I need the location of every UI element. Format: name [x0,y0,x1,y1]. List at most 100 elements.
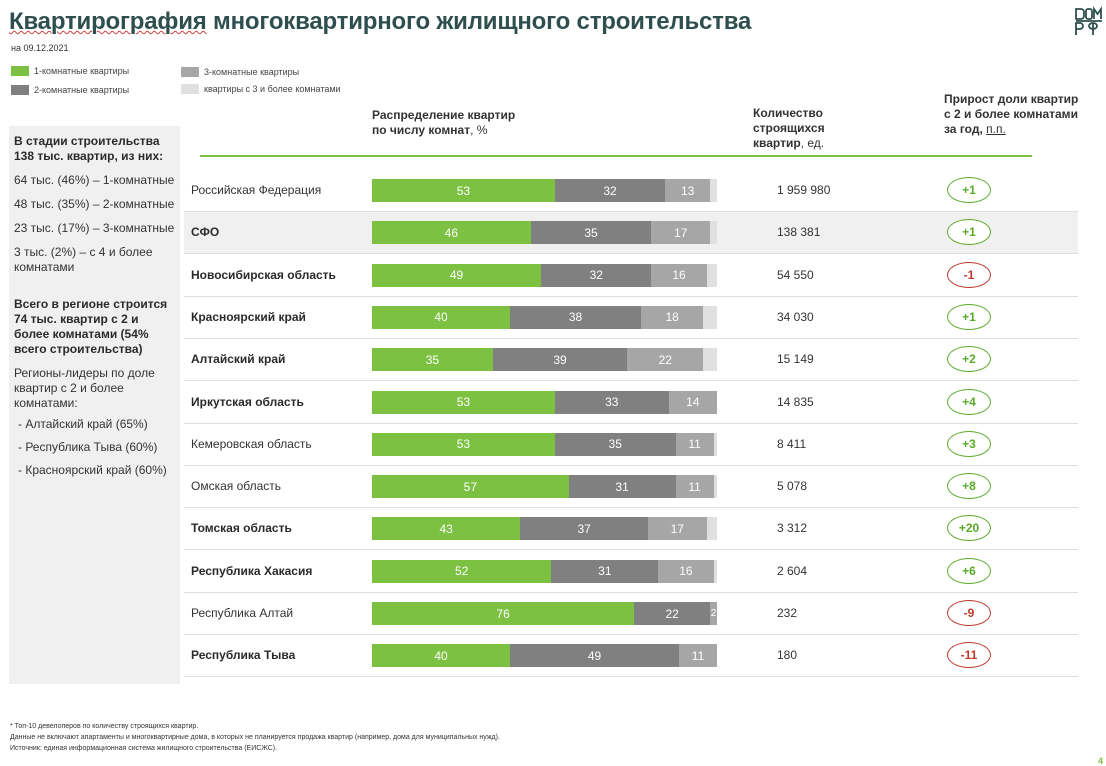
region-label: Алтайский край [191,352,286,367]
apartment-count: 8 411 [777,436,807,451]
growth-badge: -9 [947,600,991,626]
bar-segment: 38 [510,305,642,329]
bar-segment: 17 [647,517,707,541]
region-label: Республика Тыва [191,648,296,663]
growth-badge: +8 [947,473,991,500]
report-date: на 09.12.2021 [11,43,69,53]
bar-segment: 13 [665,179,711,202]
leader-item: - Красноярский край (60%) [18,463,167,477]
apartment-count: 138 381 [777,225,821,240]
region-label: Омская область [191,479,282,494]
header-growth: Прирост доли квартир с 2 и более комната… [944,92,1084,137]
bar-segment: 16 [651,263,707,287]
bar-segment: 37 [520,517,648,541]
summary-item: 23 тыс. (17%) – 3-комнатные [14,221,175,235]
apartment-count: 14 835 [777,394,814,409]
bar-value-label: 57 [463,479,477,494]
legend-label: 3-комнатные квартиры [204,67,300,77]
growth-badge: +1 [947,219,991,246]
header-growth-bold: Прирост доли квартир с 2 и более комната… [944,92,1079,136]
bar-segment: 32 [554,179,666,202]
stacked-bar: 35 39 22 [372,348,717,372]
bar-segment: 43 [372,517,521,541]
header-growth-unit: п.п. [986,122,1006,136]
bar-segment: 40 [372,305,510,329]
stacked-bar: 57 31 11 [372,475,717,499]
growth-badge: +1 [947,177,991,203]
footnotes: * Топ-10 девелоперов по количеству строя… [10,721,500,754]
bar-value-label: 16 [672,268,686,283]
bar-value-label: 32 [603,183,617,198]
chart-row: Омская область 57 31 11 5 078 +8 [184,466,1078,509]
bar-value-label: 31 [598,564,612,579]
bar-value-label: 43 [439,521,453,536]
growth-badge: +20 [947,515,991,542]
chart-row: Красноярский край 40 38 18 34 030 +1 [184,297,1078,339]
apartment-count: 34 030 [777,309,814,324]
leader-item: - Республика Тыва (60%) [18,440,158,454]
stacked-bar: 49 32 16 [372,263,717,287]
stacked-bar: 53 33 14 [372,390,717,414]
bar-segment: 39 [492,348,628,372]
growth-badge: -11 [947,642,991,669]
domrf-logo [1075,6,1102,35]
apartment-count: 15 149 [777,352,814,367]
chart-row: Иркутская область 53 33 14 14 835 +4 [184,382,1078,424]
footnote: Источник: единая информационная система … [10,745,278,752]
bar-value-label: 11 [688,479,701,494]
apartment-count: 1 959 980 [777,183,831,197]
bar-value-label: 22 [658,352,672,367]
legend-swatch [11,85,29,95]
chart-row: Алтайский край 35 39 22 15 149 +2 [184,339,1078,382]
apartment-count: 3 312 [777,521,808,536]
header-divider [200,155,1032,157]
legend-label: 2-комнатные квартиры [34,85,130,95]
bar-segment: 35 [372,348,493,372]
bar-value-label: 33 [605,395,619,409]
bar-segment: 22 [627,348,704,372]
region-label: Республика Хакасия [191,563,313,578]
header-count-unit: , ед. [800,136,825,150]
bar-value-label: 52 [455,564,469,579]
bar-segment: 53 [372,179,555,202]
bar-value-label: 14 [686,395,700,409]
bar-value-label: 76 [496,606,510,621]
bar-segment: 14 [668,390,717,414]
bar-segment [706,263,717,287]
chart-row: Республика Тыва 40 49 11 180 -11 [184,635,1078,678]
bar-value-label: 35 [425,352,440,367]
region-label: Красноярский край [191,309,306,324]
chart-row: Российская Федерация 53 32 13 1 959 980 +1 [184,170,1078,212]
title-part1: Квартирография [9,8,207,35]
bar-segment: 18 [641,305,704,329]
bar-segment [703,348,717,372]
page-number: 4 [1098,756,1104,766]
growth-badge: +3 [947,430,991,457]
bar-segment: 49 [510,644,680,668]
region-label: СФО [191,225,220,240]
bar-segment [713,475,717,499]
bar-segment: 22 [634,602,711,625]
footnote: * Топ-10 девелоперов по количеству строя… [10,723,199,730]
growth-badge: +6 [947,557,991,584]
stacked-bar: 52 31 16 [372,559,717,583]
bar-value-label: 39 [553,352,567,367]
legend-label: квартиры с 3 и более комнатами [204,84,341,94]
apartment-count: 2 604 [777,563,808,578]
stacked-bar: 40 38 18 [372,305,717,329]
bar-value-label: 18 [665,310,679,325]
legend-label: 1-комнатные квартиры [34,66,130,76]
bar-segment: 57 [372,475,569,499]
bar-value-label: 46 [444,225,459,240]
bar-segment [703,305,717,329]
bar-segment: 11 [679,644,717,668]
bar-value-label: 2 [710,608,717,619]
bar-value-label: 16 [679,564,693,579]
bar-segment: 35 [530,221,652,245]
bar-value-label: 13 [680,183,695,198]
growth-badge: +4 [947,388,991,415]
stacked-bar: 43 37 17 [372,517,717,541]
bar-value-label: 37 [577,521,591,536]
apartment-count: 54 550 [777,267,814,282]
bar-segment: 16 [658,559,714,583]
